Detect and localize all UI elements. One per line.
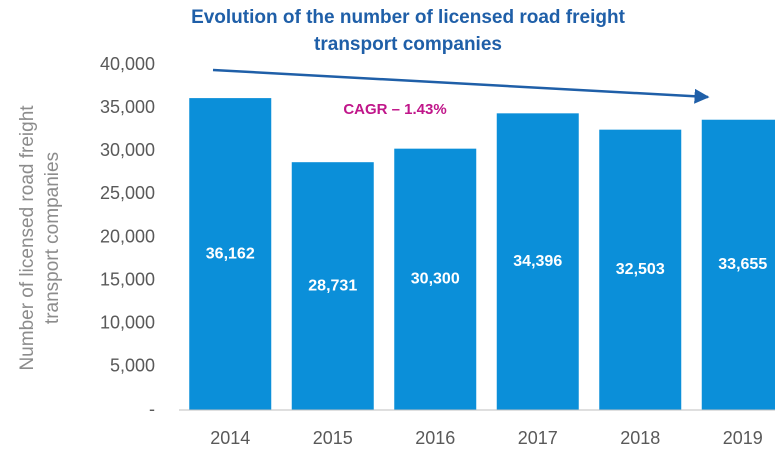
bar xyxy=(189,98,272,410)
y-tick-label: 25,000 xyxy=(100,183,155,203)
bar xyxy=(496,113,579,410)
value-label: 34,396 xyxy=(513,253,562,270)
chart-title: Evolution of the number of licensed road… xyxy=(191,7,626,28)
y-tick-label: 15,000 xyxy=(100,269,155,289)
x-tick-label: 2016 xyxy=(415,428,455,448)
x-tick-label: 2017 xyxy=(518,428,558,448)
bar xyxy=(291,162,374,410)
annotation: CAGR – 1.43% xyxy=(343,101,446,118)
value-label: 33,655 xyxy=(718,256,767,273)
value-label: 30,300 xyxy=(411,271,460,288)
y-axis-label: transport companies xyxy=(42,152,63,324)
x-tick-label: 2018 xyxy=(620,428,660,448)
y-tick-label: 5,000 xyxy=(110,356,155,376)
y-tick-label: 20,000 xyxy=(100,226,155,246)
x-tick-label: 2014 xyxy=(210,428,250,448)
y-tick-label: 10,000 xyxy=(100,313,155,333)
y-axis-label: Number of licensed road freight xyxy=(17,105,38,371)
chart-title: transport companies xyxy=(314,34,502,55)
y-tick-label: 40,000 xyxy=(100,54,155,74)
value-label: 32,503 xyxy=(616,261,665,278)
value-label: 36,162 xyxy=(206,245,255,262)
x-tick-label: 2015 xyxy=(313,428,353,448)
bar xyxy=(599,129,682,410)
y-tick-label: 30,000 xyxy=(100,140,155,160)
y-tick-label: 35,000 xyxy=(100,97,155,117)
bar xyxy=(701,119,775,411)
y-tick-label: - xyxy=(149,399,155,419)
value-label: 28,731 xyxy=(308,277,357,294)
bar xyxy=(394,148,477,410)
x-tick-label: 2019 xyxy=(723,428,763,448)
trend-arrow xyxy=(212,68,710,104)
